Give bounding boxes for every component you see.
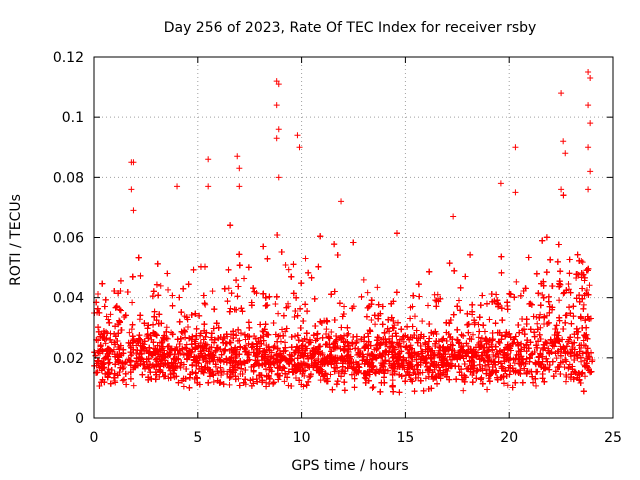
data-point xyxy=(533,314,540,321)
data-point xyxy=(209,288,216,295)
data-point xyxy=(473,368,480,375)
chart-title: Day 256 of 2023, Rate Of TEC Index for r… xyxy=(164,20,537,36)
data-point xyxy=(157,282,164,289)
data-point xyxy=(345,330,352,337)
data-point xyxy=(281,378,288,385)
data-point xyxy=(475,334,482,341)
data-point xyxy=(419,318,426,325)
data-point xyxy=(504,382,511,389)
data-point xyxy=(302,255,309,262)
data-point xyxy=(103,313,110,320)
data-point xyxy=(460,387,467,394)
data-point xyxy=(285,300,292,307)
data-point xyxy=(119,377,126,384)
data-point xyxy=(105,316,112,323)
data-point xyxy=(386,335,393,342)
data-point xyxy=(105,365,112,372)
data-point xyxy=(285,266,292,273)
data-point xyxy=(275,310,282,317)
data-point xyxy=(242,336,249,343)
data-point xyxy=(579,259,586,266)
data-point xyxy=(411,313,418,320)
data-point xyxy=(424,302,431,309)
data-point xyxy=(432,297,439,304)
data-point xyxy=(364,289,371,296)
data-point xyxy=(202,301,209,308)
data-point xyxy=(470,331,477,338)
data-point xyxy=(556,297,563,304)
data-point xyxy=(566,286,573,293)
data-point xyxy=(389,377,396,384)
data-point xyxy=(107,311,114,318)
data-point xyxy=(212,349,219,356)
data-point xyxy=(539,291,546,298)
data-point xyxy=(225,285,232,292)
data-point xyxy=(129,299,136,306)
data-point xyxy=(372,321,379,328)
data-point xyxy=(292,375,299,382)
data-point xyxy=(180,383,187,390)
data-point xyxy=(128,326,135,333)
data-point xyxy=(272,300,279,307)
data-point xyxy=(422,375,429,382)
data-point xyxy=(581,332,588,339)
data-point xyxy=(431,291,438,298)
data-point xyxy=(226,381,233,388)
data-point xyxy=(130,382,137,389)
data-point xyxy=(534,320,541,327)
data-point xyxy=(513,278,520,285)
data-point xyxy=(560,290,567,297)
data-point xyxy=(282,262,289,269)
data-point xyxy=(582,373,589,380)
data-point xyxy=(173,343,180,350)
data-point xyxy=(562,378,569,385)
data-point xyxy=(586,282,593,289)
data-point xyxy=(282,328,289,335)
data-point xyxy=(328,328,335,335)
data-point xyxy=(485,375,492,382)
data-point xyxy=(553,355,560,362)
data-point xyxy=(341,303,348,310)
data-point xyxy=(110,346,117,353)
data-point xyxy=(360,276,367,283)
data-point xyxy=(533,382,540,389)
data-point xyxy=(368,316,375,323)
data-point xyxy=(281,339,288,346)
data-point xyxy=(374,284,381,291)
data-point xyxy=(291,313,298,320)
data-point xyxy=(365,333,372,340)
data-point xyxy=(557,343,564,350)
data-points xyxy=(91,69,596,396)
data-point xyxy=(126,329,133,336)
data-point xyxy=(210,378,217,385)
data-point xyxy=(537,311,544,318)
data-point xyxy=(306,374,313,381)
data-point xyxy=(165,286,172,293)
data-point xyxy=(455,297,462,304)
data-point xyxy=(102,340,109,347)
